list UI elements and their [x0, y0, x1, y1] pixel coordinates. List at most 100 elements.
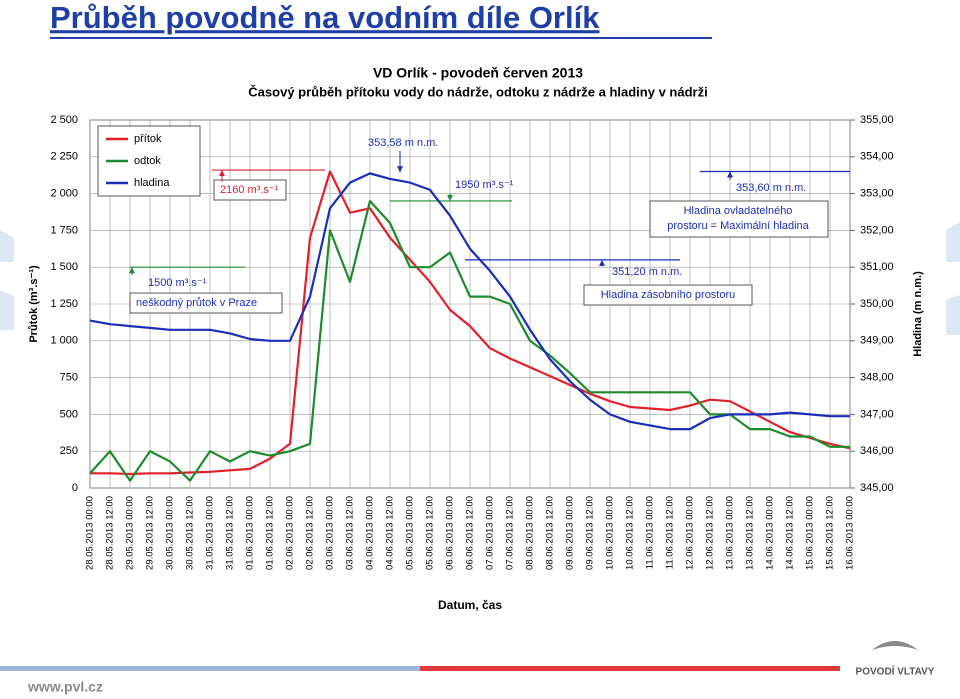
plot: 28.05.2013 00:00 28.05.2013 12:00 29.05.20…	[50, 114, 893, 570]
x-axis-label: Datum, čas	[438, 598, 502, 612]
series-line	[89, 172, 850, 431]
x-tick-label: 14.06.2013 00:00	[765, 496, 776, 570]
x-tick-label: 08.06.2013 00:00	[525, 496, 536, 570]
x-tick-label: 07.06.2013 12:00	[505, 496, 516, 570]
annotation-box	[583, 284, 753, 306]
arrow-head	[447, 194, 453, 201]
x-tick-label: 31.05.2013 00:00	[205, 496, 216, 570]
x-tick-label: 02.06.2013 12:00	[305, 496, 316, 570]
y-tick-label: 0	[72, 482, 78, 494]
arrow-head	[397, 166, 403, 173]
x-tick-label: 04.06.2013 12:00	[385, 496, 396, 570]
x-tick-label: 29.05.2013 12:00	[145, 496, 156, 570]
annotation: 1950 m³.s⁻¹	[455, 179, 514, 191]
x-tick-label: 31.05.2013 12:00	[225, 496, 236, 570]
x-tick-label: 07.06.2013 00:00	[485, 496, 496, 570]
x-tick-label: 11.06.2013 12:00	[665, 496, 676, 569]
annotation: prostoru = Maximální hladina	[667, 220, 809, 232]
chart-title: VD Orlík - povodeň červen 2013	[373, 65, 583, 81]
x-tick-label: 09.06.2013 00:00	[565, 496, 576, 570]
x-tick-label: 29.05.2013 00:00	[125, 496, 136, 570]
legend-label: odtok	[134, 155, 161, 167]
x-tick-label: 15.06.2013 12:00	[825, 496, 836, 570]
x-tick-label: 30.05.2013 12:00	[185, 496, 196, 570]
y2-tick-label: 355,00	[860, 114, 894, 126]
x-tick-label: 05.06.2013 12:00	[425, 496, 436, 570]
y2-tick-label: 345,00	[860, 482, 894, 494]
x-tick-label: 11.06.2013 00:00	[645, 496, 656, 569]
footer-bar	[0, 666, 420, 671]
y-tick-label: 1 250	[50, 298, 78, 310]
y2-tick-label: 348,00	[860, 372, 894, 384]
x-tick-label: 12.06.2013 00:00	[685, 496, 696, 570]
y-tick-label: 1 750	[50, 224, 78, 236]
x-tick-label: 13.06.2013 12:00	[745, 496, 756, 570]
x-tick-label: 08.06.2013 12:00	[545, 496, 556, 570]
y-axis-label: Průtok (m³.s⁻¹)	[28, 265, 40, 343]
y-tick-label: 2 250	[50, 151, 78, 163]
x-tick-label: 09.06.2013 12:00	[585, 496, 596, 570]
annotation: 1500 m³.s⁻¹	[148, 277, 207, 289]
x-tick-label: 05.06.2013 00:00	[405, 496, 416, 570]
y-tick-label: 250	[60, 445, 78, 457]
y-tick-label: 2 000	[50, 188, 78, 200]
x-tick-label: 02.06.2013 00:00	[285, 496, 296, 570]
decoration	[946, 222, 960, 335]
x-tick-label: 28.05.2013 12:00	[105, 496, 116, 570]
y2-tick-label: 352,00	[860, 224, 894, 236]
annotation-box	[649, 200, 829, 238]
logo-text: POVODÍ VLTAVY	[856, 665, 935, 678]
annotation-box	[213, 179, 287, 201]
annotation: 353,58 m n.m.	[368, 137, 438, 149]
x-tick-label: 03.06.2013 12:00	[345, 496, 356, 570]
x-tick-label: 10.06.2013 12:00	[625, 496, 636, 570]
y-tick-label: 2 500	[50, 114, 78, 126]
x-tick-label: 12.06.2013 12:00	[705, 496, 716, 570]
y2-tick-label: 354,00	[860, 151, 894, 163]
y-tick-label: 750	[60, 372, 78, 384]
x-tick-label: 01.06.2013 00:00	[245, 496, 256, 570]
annotation: 353,60 m n.m.	[736, 182, 806, 194]
y2-axis-label: Hladina (m n.m.)	[912, 271, 924, 357]
annotation: 2160 m³.s⁻¹	[220, 184, 279, 196]
slide-title: Průběh povodně na vodním díle Orlík	[50, 0, 600, 35]
y2-tick-label: 353,00	[860, 188, 894, 200]
x-tick-label: 13.06.2013 00:00	[725, 496, 736, 570]
footer-bar	[420, 666, 840, 671]
annotation: neškodný průtok v Praze	[136, 297, 257, 309]
y2-tick-label: 349,00	[860, 335, 894, 347]
footer-url: www.pvl.cz	[27, 679, 103, 695]
y2-tick-label: 351,00	[860, 261, 894, 273]
y-tick-label: 1 000	[50, 335, 78, 347]
x-tick-label: 28.05.2013 00:00	[85, 496, 96, 570]
y-tick-label: 1 500	[50, 261, 78, 273]
annotation: Hladina ovladatelného	[684, 205, 793, 217]
x-tick-label: 04.06.2013 00:00	[365, 496, 376, 570]
x-tick-label: 06.06.2013 12:00	[465, 496, 476, 570]
x-tick-label: 03.06.2013 00:00	[325, 496, 336, 570]
y2-tick-label: 350,00	[860, 298, 894, 310]
y2-tick-label: 346,00	[860, 445, 894, 457]
y-tick-label: 500	[60, 408, 78, 420]
x-tick-label: 10.06.2013 00:00	[605, 496, 616, 570]
annotation: 351,20 m n.m.	[612, 266, 682, 278]
x-tick-label: 16.06.2013 00:00	[845, 496, 856, 570]
series-line	[89, 199, 850, 482]
decoration	[0, 230, 14, 330]
annotation-box	[129, 292, 283, 314]
chart-subtitle: Časový průběh přítoku vody do nádrže, od…	[248, 84, 707, 99]
x-tick-label: 01.06.2013 12:00	[265, 496, 276, 570]
x-tick-label: 30.05.2013 00:00	[165, 496, 176, 570]
legend-label: přítok	[134, 133, 162, 145]
x-tick-label: 14.06.2013 12:00	[785, 496, 796, 570]
annotation: Hladina zásobního prostoru	[601, 289, 736, 301]
series-line	[90, 170, 851, 476]
y2-tick-label: 347,00	[860, 408, 894, 420]
arrow-head	[727, 171, 733, 178]
x-tick-label: 15.06.2013 00:00	[805, 496, 816, 570]
legend-label: hladina	[134, 177, 170, 189]
arrow-head	[129, 267, 135, 274]
arrow-head	[599, 259, 605, 266]
logo-mark	[872, 641, 918, 650]
